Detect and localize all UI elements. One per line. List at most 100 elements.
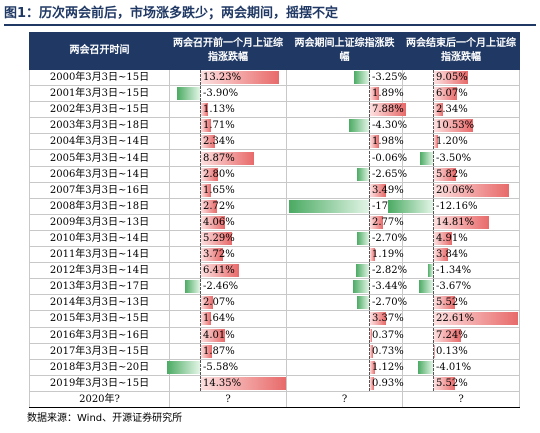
after-value-bar (434, 135, 439, 149)
after-cell: -3.50% (402, 149, 520, 167)
before-data-bar-cell: 4.06% (170, 214, 286, 230)
during-value-label: 1.19% (372, 249, 404, 261)
during-value-label: -0.06% (372, 152, 408, 164)
during-value-bar (353, 280, 369, 294)
after-value-bar (434, 103, 443, 117)
after-zero-axis (433, 230, 434, 246)
before-value-bar (201, 103, 208, 117)
after-cell: 2.34% (402, 101, 520, 119)
during-data-bar-cell: 3.37% (287, 311, 404, 327)
before-value-label: 4.01% (203, 329, 235, 341)
period-cell: 2020年? (29, 391, 170, 408)
before-zero-axis (200, 247, 201, 263)
before-zero-axis (200, 343, 201, 359)
before-zero-axis (200, 311, 201, 327)
before-data-bar-cell: 5.29% (170, 230, 286, 246)
after-zero-axis (433, 86, 434, 102)
table-row: 2013年3月3日~17日 -2.46% -3.44% -3.67% (29, 278, 520, 296)
during-data-bar-cell: 1.19% (287, 247, 404, 263)
during-cell: -2.70% (286, 294, 407, 312)
after-zero-axis (433, 70, 434, 86)
before-value-label: 1.71% (203, 120, 235, 132)
before-value-label: -5.58% (203, 361, 239, 373)
table-row: 2014年3月3日~13日 2.07% -2.70% 5.52% (29, 294, 520, 312)
after-value-label: 6.07% (436, 88, 468, 100)
after-cell: 14.81% (402, 214, 520, 231)
table-row: 2009年3月3日~13日 4.06% 2.77% 14.81% (29, 214, 520, 231)
after-zero-axis (433, 343, 434, 359)
before-value-label: 1.65% (203, 184, 235, 196)
before-value-bar (201, 296, 214, 310)
after-cell: 10.53% (402, 117, 520, 135)
before-value-label: 8.87% (203, 152, 235, 164)
after-data-bar-cell: 5.52% (403, 375, 519, 391)
after-value-label: -1.34% (436, 265, 472, 277)
table-row: 2000年3月3日~15日 13.23% -3.25% 9.05% (29, 69, 520, 87)
header-during: 两会期间上证综指涨跌幅 (286, 32, 403, 70)
after-zero-axis (433, 150, 434, 166)
after-data-bar-cell: ? (403, 392, 519, 407)
during-value-label: -2.70% (372, 232, 408, 244)
before-cell: -5.58% (166, 359, 287, 376)
table-row: 2002年3月3日~15日 1.13% 7.88% 2.34% (29, 101, 520, 119)
during-value-bar (370, 183, 387, 197)
during-cell: 1.12% (286, 359, 404, 376)
during-zero-axis (369, 214, 370, 230)
after-value-bar (434, 328, 461, 342)
table-row: 2019年3月3日~15日 14.35% 0.93% 5.52% (29, 375, 520, 392)
before-data-bar-cell: 1.65% (170, 182, 286, 198)
before-data-bar-cell: 6.41% (170, 263, 286, 279)
before-zero-axis (200, 214, 201, 230)
after-cell: 0.13% (402, 343, 520, 360)
after-value-bar (428, 264, 433, 278)
after-zero-axis (433, 134, 434, 150)
before-value-label: 1.87% (203, 345, 235, 357)
during-zero-axis (369, 70, 370, 86)
after-cell: -1.34% (402, 262, 520, 280)
during-value-bar (370, 360, 376, 374)
after-zero-axis (433, 327, 434, 343)
during-value-bar (355, 264, 369, 278)
after-cell: 22.61% (402, 310, 520, 328)
table-row: 2018年3月3日~20日 -5.58% 1.12% -4.01% (29, 359, 520, 376)
table-row: 2012年3月3日~14日 6.41% -2.82% -1.34% (29, 262, 520, 280)
during-value-label: 3.37% (372, 313, 404, 325)
during-zero-axis (369, 359, 370, 375)
after-value-label: 0.13% (436, 345, 468, 357)
after-value-label: 1.20% (436, 136, 468, 148)
period-cell: 2019年3月3日~15日 (29, 375, 170, 392)
after-data-bar-cell: 9.05% (403, 70, 519, 86)
before-value-bar (185, 280, 200, 294)
before-value-bar (201, 344, 213, 358)
after-value-label: 22.61% (436, 313, 475, 325)
during-data-bar-cell: 3.49% (287, 182, 404, 198)
before-value-bar (176, 87, 200, 101)
after-zero-axis (433, 295, 434, 311)
during-data-bar-cell: -2.70% (287, 295, 407, 311)
during-value-label: 7.88% (372, 104, 404, 116)
before-value-label: 1.13% (203, 104, 235, 116)
table-body: 2000年3月3日~15日 13.23% -3.25% 9.05% 2001年3月3日~… (29, 69, 520, 408)
during-data-bar-cell: -2.70% (287, 230, 407, 246)
before-cell: 14.35% (169, 375, 287, 392)
after-cell: -12.16% (387, 198, 520, 215)
before-value-bar (201, 167, 218, 181)
during-cell: -17.33% (286, 198, 414, 215)
during-data-bar-cell: -2.82% (287, 263, 407, 279)
after-value-bar (434, 71, 468, 85)
before-zero-axis (200, 295, 201, 311)
table-row: 2006年3月3日~14日 2.80% -2.65% 5.82% (29, 166, 520, 183)
during-zero-axis (369, 375, 370, 391)
after-cell: 5.52% (402, 375, 520, 392)
after-value-bar (434, 215, 490, 229)
before-cell: 1.65% (169, 182, 287, 199)
before-zero-axis (200, 118, 201, 134)
before-data-bar-cell: 3.72% (170, 247, 286, 263)
during-value-bar (370, 344, 374, 358)
after-zero-axis (433, 247, 434, 263)
after-value-label: 3.84% (436, 249, 468, 261)
before-zero-axis (200, 70, 201, 86)
before-data-bar-cell: 1.64% (170, 311, 286, 327)
after-value-label: 10.53% (436, 120, 475, 132)
before-value-bar (201, 264, 239, 278)
